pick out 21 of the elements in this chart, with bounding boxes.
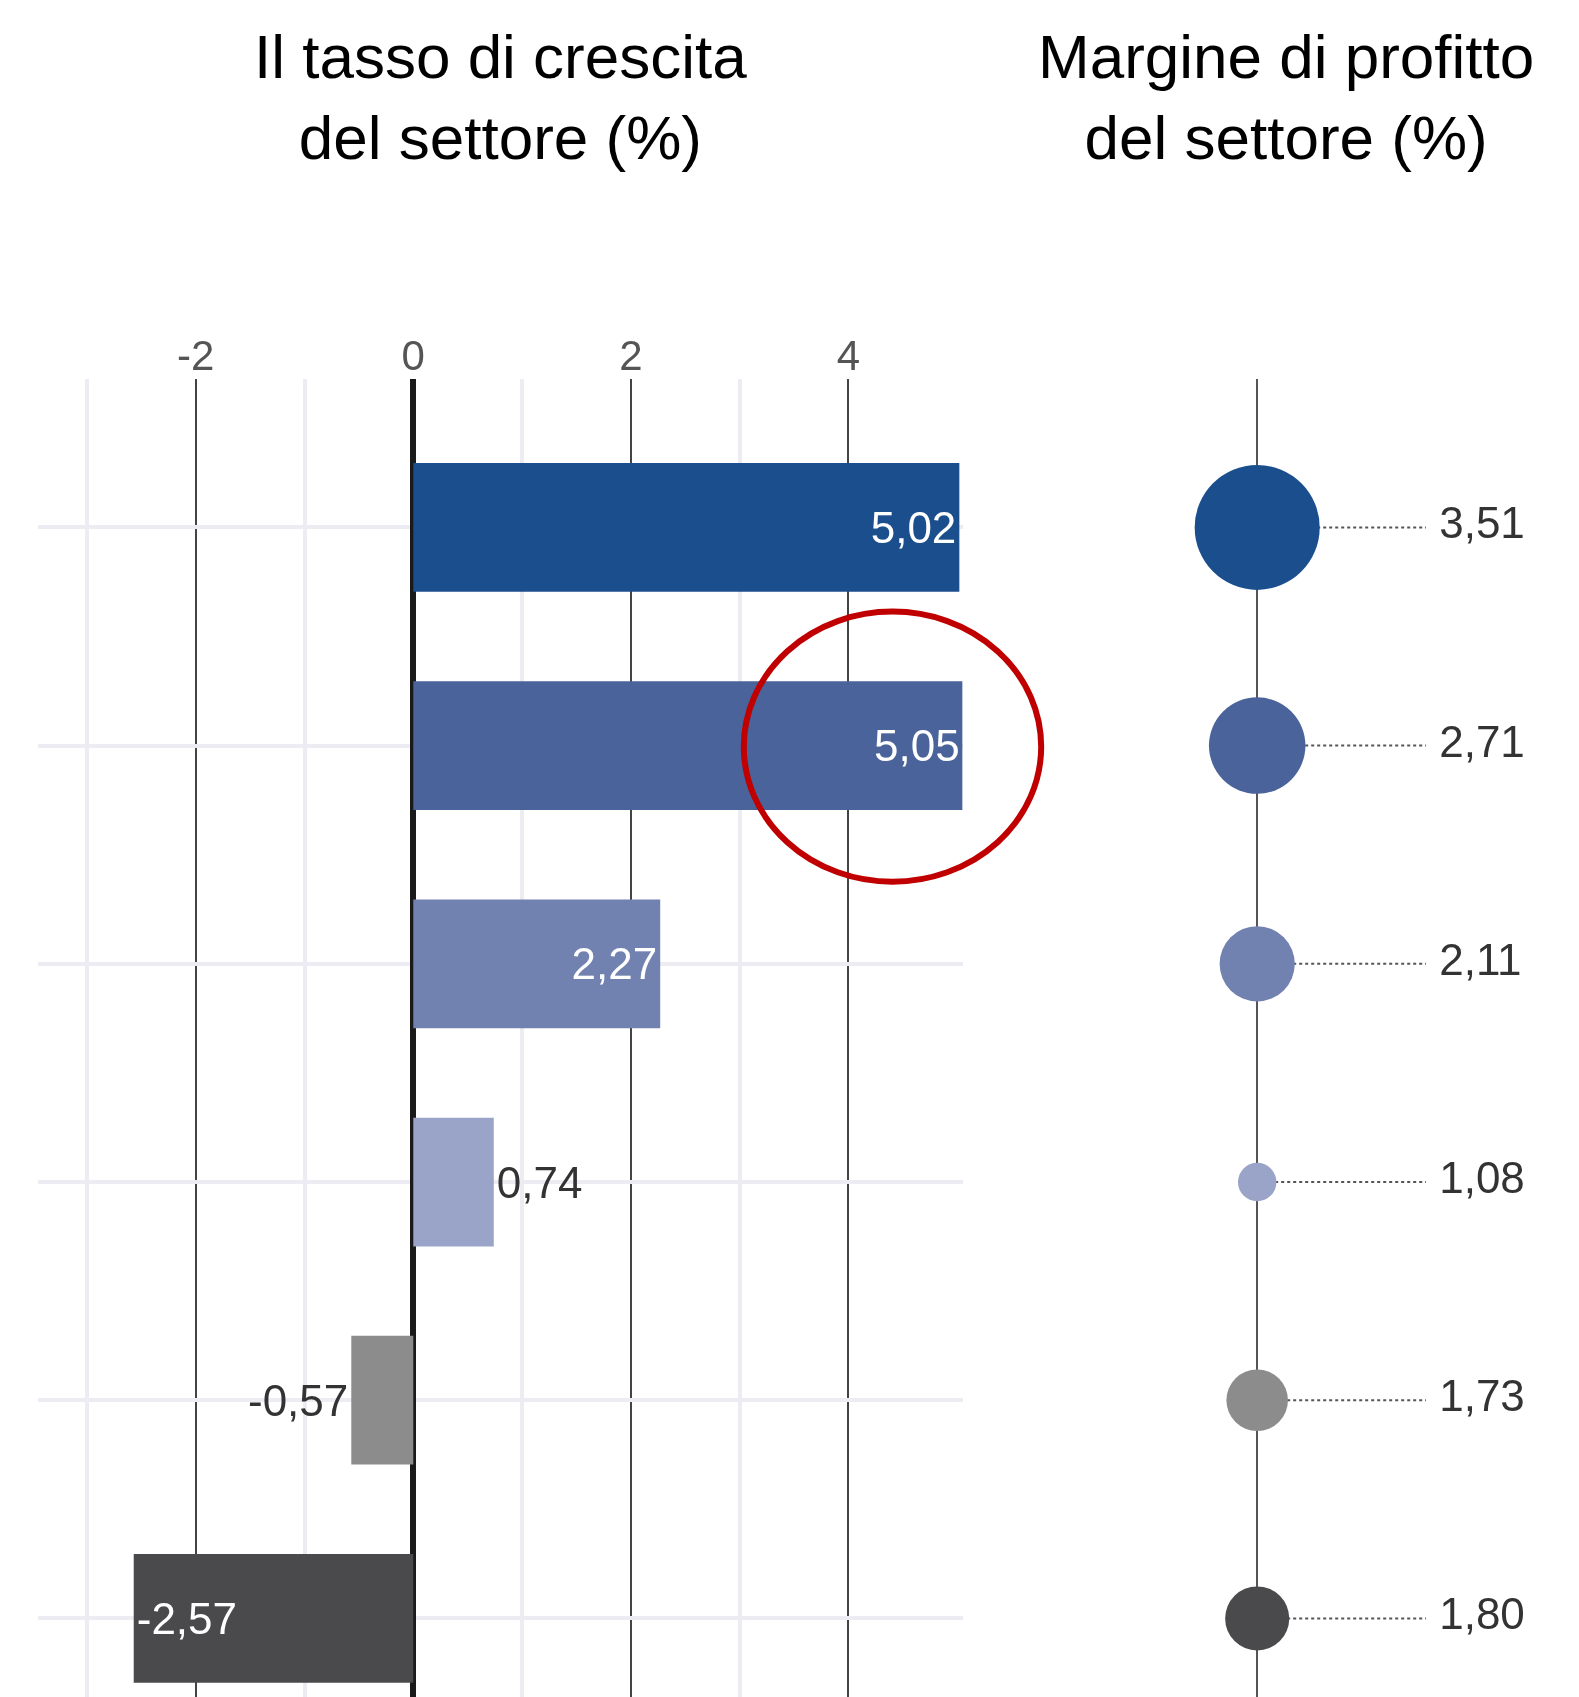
data-label: 3,51 xyxy=(1439,498,1525,548)
bar xyxy=(413,899,661,1029)
data-label: 5,05 xyxy=(873,721,960,771)
chart-title: Il tasso di crescita del settore (%) xyxy=(254,22,748,172)
data-label: 5,02 xyxy=(870,502,957,552)
data-label: -0,57 xyxy=(247,1375,349,1425)
data-label: -2,57 xyxy=(136,1593,238,1643)
x-tick-label: 0 xyxy=(401,331,425,379)
data-label: 0,74 xyxy=(496,1157,583,1207)
text: Margine di profitto del settore (%) xyxy=(1038,22,1535,172)
data-label: 2,11 xyxy=(1439,934,1522,984)
data-label: 2,27 xyxy=(571,939,658,989)
x-tick-label: -2 xyxy=(177,331,215,379)
bar xyxy=(351,1335,414,1465)
data-label: 1,08 xyxy=(1439,1153,1525,1203)
data-label: 1,80 xyxy=(1439,1589,1525,1639)
data-label: 1,73 xyxy=(1439,1371,1525,1421)
x-tick-label: 4 xyxy=(836,331,861,379)
bar xyxy=(413,1117,494,1247)
x-tick-label: 2 xyxy=(619,331,643,379)
data-label: 2,71 xyxy=(1439,716,1525,766)
